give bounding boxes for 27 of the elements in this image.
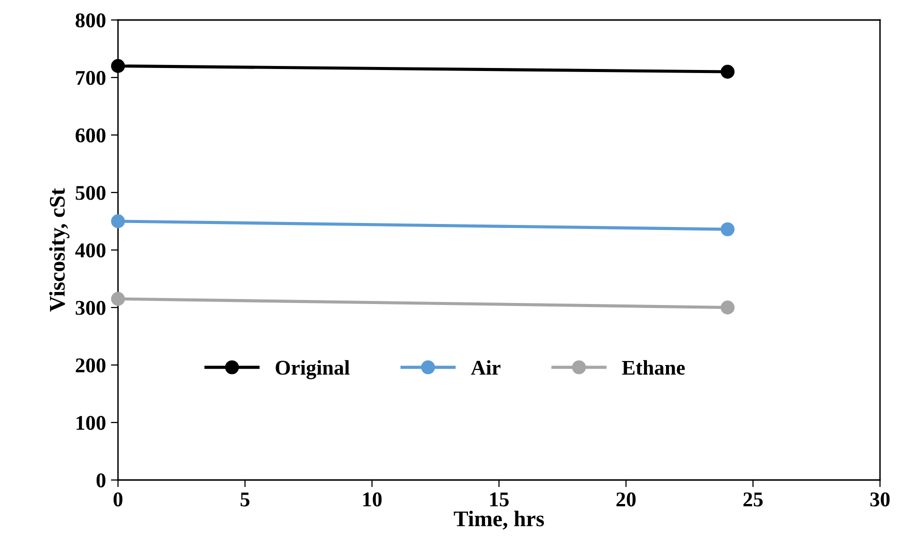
y-tick-label: 200 — [76, 358, 106, 372]
point — [111, 292, 125, 306]
x-tick-label: 30 — [870, 492, 890, 506]
x-tick-label: 20 — [616, 492, 636, 506]
legend-label: Air — [470, 360, 500, 375]
x-tick-label: 5 — [240, 492, 250, 506]
point — [720, 64, 735, 79]
y-tick-label: 0 — [96, 473, 106, 488]
legend-label: Ethane — [622, 360, 685, 375]
point — [111, 214, 125, 228]
point — [720, 300, 735, 314]
point — [111, 59, 125, 73]
x-axis-title: Time, hrs — [454, 510, 544, 530]
y-tick-label: 600 — [76, 128, 106, 142]
y-tick-label: 100 — [76, 416, 106, 430]
point — [720, 222, 735, 236]
y-tick-label: 500 — [76, 186, 106, 200]
y-tick-label: 300 — [76, 300, 106, 315]
y-tick-label: 800 — [76, 13, 106, 28]
legend-label: Original — [276, 360, 350, 380]
x-tick-label: 0 — [114, 492, 122, 506]
y-axis-title: Viscosity, cSt — [49, 188, 70, 312]
y-tick-label: 400 — [75, 243, 106, 258]
x-tick-label: 10 — [363, 492, 382, 506]
y-tick-label: 700 — [76, 70, 106, 85]
x-tick-label: 15 — [490, 492, 509, 506]
x-tick-label: 25 — [743, 492, 763, 506]
